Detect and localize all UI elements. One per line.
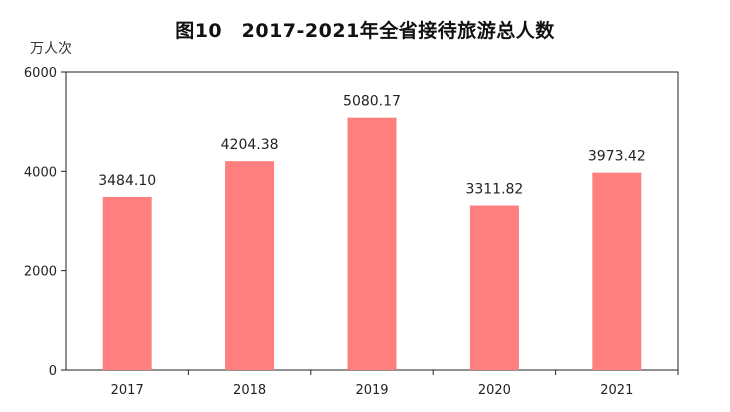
bar-2019 xyxy=(347,117,397,370)
x-tick-label: 2020 xyxy=(478,383,511,398)
bar-2017 xyxy=(102,196,152,370)
data-label-2018: 4204.38 xyxy=(221,137,279,153)
y-tick-label: 2000 xyxy=(24,265,57,280)
y-tick-label: 4000 xyxy=(24,165,57,180)
bar-2018 xyxy=(225,161,275,370)
data-label-2021: 3973.42 xyxy=(588,149,646,165)
data-label-2020: 3311.82 xyxy=(465,182,523,198)
x-tick-label: 2018 xyxy=(233,383,266,398)
y-tick-label: 0 xyxy=(49,364,57,379)
bar-2021 xyxy=(592,172,642,370)
y-axis-unit-label: 万人次 xyxy=(30,41,72,57)
data-label-2017: 3484.10 xyxy=(98,173,156,189)
bar-2020 xyxy=(469,205,519,370)
x-tick-label: 2017 xyxy=(111,383,144,398)
x-tick-label: 2019 xyxy=(355,383,388,398)
data-label-2019: 5080.17 xyxy=(343,94,401,110)
x-tick-label: 2021 xyxy=(600,383,633,398)
chart-title: 图10 2017-2021年全省接待旅游总人数 xyxy=(175,20,555,42)
y-tick-label: 6000 xyxy=(24,66,57,81)
